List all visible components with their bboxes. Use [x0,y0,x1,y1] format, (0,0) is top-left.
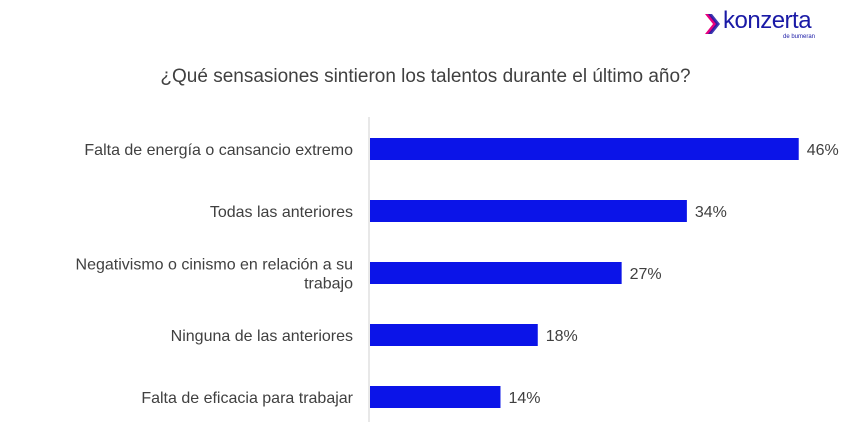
bar [370,200,687,222]
category-label: Negativismo o cinismo en relación a su tr… [76,257,354,293]
category-label-line: Todas las anteriores [210,204,353,221]
bar-value-label: 46% [807,142,839,159]
bar-value-label: 18% [546,328,578,345]
bar-value-label: 27% [630,266,662,283]
brand-name: konzerta [723,7,812,34]
category-label: Falta de eficacia para trabajar [141,390,353,407]
bar [370,138,799,160]
category-label: Falta de energía o cansancio extremo [84,142,353,159]
konzerta-logo: konzerta de bumeran [703,7,823,42]
bar [370,386,501,408]
bar-value-label: 34% [695,204,727,221]
category-label-line: trabajo [304,276,353,293]
category-label-line: Falta de eficacia para trabajar [141,390,353,407]
chevron-logo-icon [705,14,720,34]
category-label-line: Ninguna de las anteriores [171,328,353,345]
bar [370,262,622,284]
bar [370,324,538,346]
category-label: Ninguna de las anteriores [171,328,353,345]
category-label: Todas las anteriores [210,204,353,221]
brand-tagline: de bumeran [783,34,816,40]
bar-value-label: 14% [508,390,540,407]
category-label-line: Falta de energía o cansancio extremo [84,142,353,159]
category-label-line: Negativismo o cinismo en relación a su [76,257,353,274]
chart-title: ¿Qué sensasiones sintieron los talentos … [160,66,691,87]
